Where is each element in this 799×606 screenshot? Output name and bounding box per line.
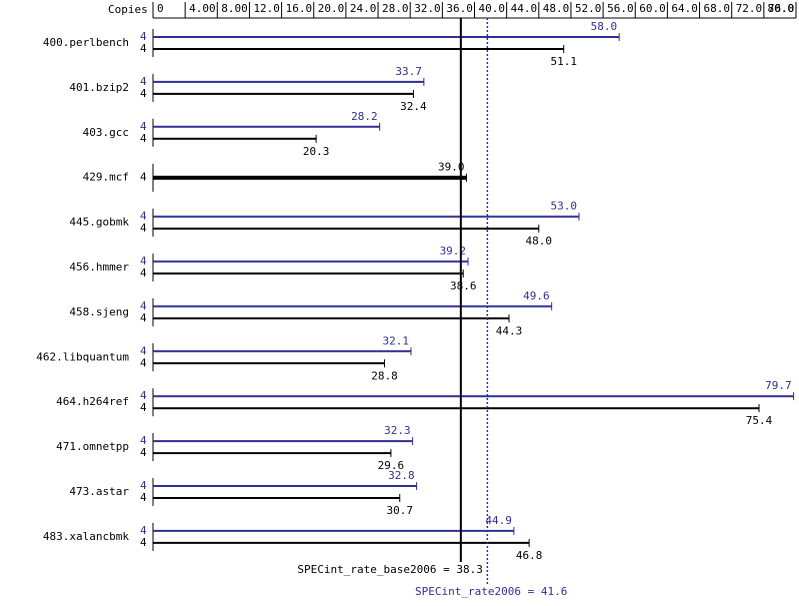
copies-label: 4 xyxy=(140,491,147,504)
x-tick-label: 32.0 xyxy=(414,2,441,15)
value-label: 46.8 xyxy=(516,549,543,562)
value-label: 75.4 xyxy=(746,414,773,427)
value-label: 20.3 xyxy=(303,145,330,158)
x-tick-label: 44.0 xyxy=(511,2,538,15)
copies-label: 4 xyxy=(140,389,147,402)
x-tick-label: 52.0 xyxy=(575,2,602,15)
copies-label: 4 xyxy=(140,171,147,184)
value-label: 29.6 xyxy=(378,459,405,472)
value-label: 49.6 xyxy=(523,289,550,302)
value-label: 51.1 xyxy=(550,55,577,68)
copies-label: 4 xyxy=(140,524,147,537)
x-tick-label: 12.0 xyxy=(253,2,280,15)
copies-label: 4 xyxy=(140,344,147,357)
value-label: 32.4 xyxy=(400,100,427,113)
copies-label: 4 xyxy=(140,536,147,549)
x-tick-label: 36.0 xyxy=(446,2,473,15)
x-tick-label: 72.0 xyxy=(736,2,763,15)
copies-label: 4 xyxy=(140,87,147,100)
copies-label: 4 xyxy=(140,120,147,133)
category-label: 401.bzip2 xyxy=(69,81,129,94)
category-label: 429.mcf xyxy=(83,171,129,184)
x-tick-label: 4.00 xyxy=(189,2,216,15)
value-label: 38.6 xyxy=(450,280,477,293)
category-label: 462.libquantum xyxy=(36,350,129,363)
value-label: 39.0 xyxy=(438,161,465,174)
x-tick-label: 0 xyxy=(157,2,164,15)
copies-label: 4 xyxy=(140,479,147,492)
category-label: 471.omnetpp xyxy=(56,440,129,453)
value-label: 28.8 xyxy=(371,369,398,382)
x-tick-label: 56.0 xyxy=(607,2,634,15)
category-label: 473.astar xyxy=(69,485,129,498)
copies-label: 4 xyxy=(140,222,147,235)
x-tick-label: 76.0 xyxy=(768,2,795,15)
copies-label: 4 xyxy=(140,30,147,43)
x-tick-label: 40.0 xyxy=(479,2,506,15)
category-label: 456.hmmer xyxy=(69,261,129,274)
value-label: 48.0 xyxy=(526,235,553,248)
value-label: 32.3 xyxy=(384,424,411,437)
category-label: 483.xalancbmk xyxy=(43,530,129,543)
value-label: 44.9 xyxy=(485,514,512,527)
copies-label: 4 xyxy=(140,401,147,414)
x-tick-label: 60.0 xyxy=(639,2,666,15)
x-tick-label: 80.0 xyxy=(768,2,795,15)
copies-label: 4 xyxy=(140,356,147,369)
x-tick-label: 28.0 xyxy=(382,2,409,15)
category-label: 403.gcc xyxy=(83,126,129,139)
value-label: 28.2 xyxy=(351,110,378,123)
value-label: 79.7 xyxy=(765,379,792,392)
value-label: 44.3 xyxy=(496,324,523,337)
value-label: 32.1 xyxy=(383,334,410,347)
x-tick-label: 16.0 xyxy=(286,2,313,15)
reference-label: SPECint_rate2006 = 41.6 xyxy=(415,585,567,598)
copies-label: 4 xyxy=(140,311,147,324)
copies-label: 4 xyxy=(140,434,147,447)
value-label: 33.7 xyxy=(395,65,422,78)
x-tick-label: 48.0 xyxy=(543,2,570,15)
copies-label: 4 xyxy=(140,210,147,223)
value-label: 53.0 xyxy=(550,200,577,213)
copies-label: 4 xyxy=(140,255,147,268)
value-label: 32.8 xyxy=(388,469,415,482)
x-axis-label: Copies xyxy=(108,3,148,16)
value-label: 30.7 xyxy=(387,504,414,517)
x-tick-label: 64.0 xyxy=(671,2,698,15)
category-label: 464.h264ref xyxy=(56,395,129,408)
copies-label: 4 xyxy=(140,267,147,280)
copies-label: 4 xyxy=(140,446,147,459)
x-tick-label: 8.00 xyxy=(221,2,248,15)
x-tick-label: 24.0 xyxy=(350,2,377,15)
copies-label: 4 xyxy=(140,132,147,145)
value-label: 39.2 xyxy=(440,245,467,258)
value-label: 58.0 xyxy=(591,20,618,33)
copies-label: 4 xyxy=(140,75,147,88)
reference-label: SPECint_rate_base2006 = 38.3 xyxy=(297,563,482,576)
category-label: 445.gobmk xyxy=(69,216,129,229)
copies-label: 4 xyxy=(140,299,147,312)
x-tick-label: 68.0 xyxy=(704,2,731,15)
copies-label: 4 xyxy=(140,42,147,55)
category-label: 400.perlbench xyxy=(43,36,129,49)
x-tick-label: 20.0 xyxy=(318,2,345,15)
category-label: 458.sjeng xyxy=(69,305,129,318)
